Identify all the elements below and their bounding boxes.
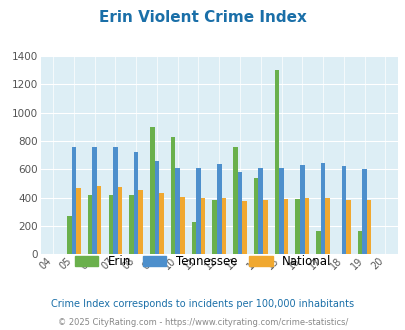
Bar [320, 163, 324, 254]
Bar [159, 193, 163, 254]
Bar [212, 200, 216, 254]
Bar [134, 151, 138, 254]
Bar [253, 179, 258, 254]
Bar [345, 200, 350, 254]
Bar [274, 70, 279, 254]
Bar [357, 231, 362, 254]
Bar [117, 187, 122, 254]
Bar [341, 166, 345, 254]
Bar [67, 216, 71, 254]
Bar [362, 169, 366, 254]
Bar [108, 195, 113, 254]
Bar [299, 165, 304, 254]
Bar [129, 195, 134, 254]
Bar [262, 200, 267, 254]
Bar [237, 172, 242, 254]
Text: © 2025 CityRating.com - https://www.cityrating.com/crime-statistics/: © 2025 CityRating.com - https://www.city… [58, 318, 347, 327]
Text: Crime Index corresponds to incidents per 100,000 inhabitants: Crime Index corresponds to incidents per… [51, 299, 354, 309]
Legend: Erin, Tennessee, National: Erin, Tennessee, National [70, 250, 335, 273]
Bar [216, 164, 221, 254]
Bar [315, 231, 320, 254]
Bar [304, 198, 309, 254]
Bar [324, 198, 329, 254]
Bar [191, 221, 196, 254]
Bar [76, 188, 81, 254]
Bar [232, 147, 237, 254]
Bar [366, 200, 371, 254]
Bar [71, 147, 76, 254]
Bar [150, 127, 154, 254]
Bar [97, 186, 101, 254]
Bar [175, 168, 179, 254]
Bar [283, 199, 288, 254]
Bar [92, 147, 97, 254]
Bar [279, 168, 283, 254]
Text: Erin Violent Crime Index: Erin Violent Crime Index [99, 10, 306, 25]
Bar [171, 137, 175, 254]
Bar [179, 197, 184, 254]
Bar [113, 147, 117, 254]
Bar [258, 168, 262, 254]
Bar [138, 190, 143, 254]
Bar [242, 201, 246, 254]
Bar [295, 199, 299, 254]
Bar [221, 198, 226, 254]
Bar [154, 161, 159, 254]
Bar [196, 168, 200, 254]
Bar [87, 195, 92, 254]
Bar [200, 198, 205, 254]
